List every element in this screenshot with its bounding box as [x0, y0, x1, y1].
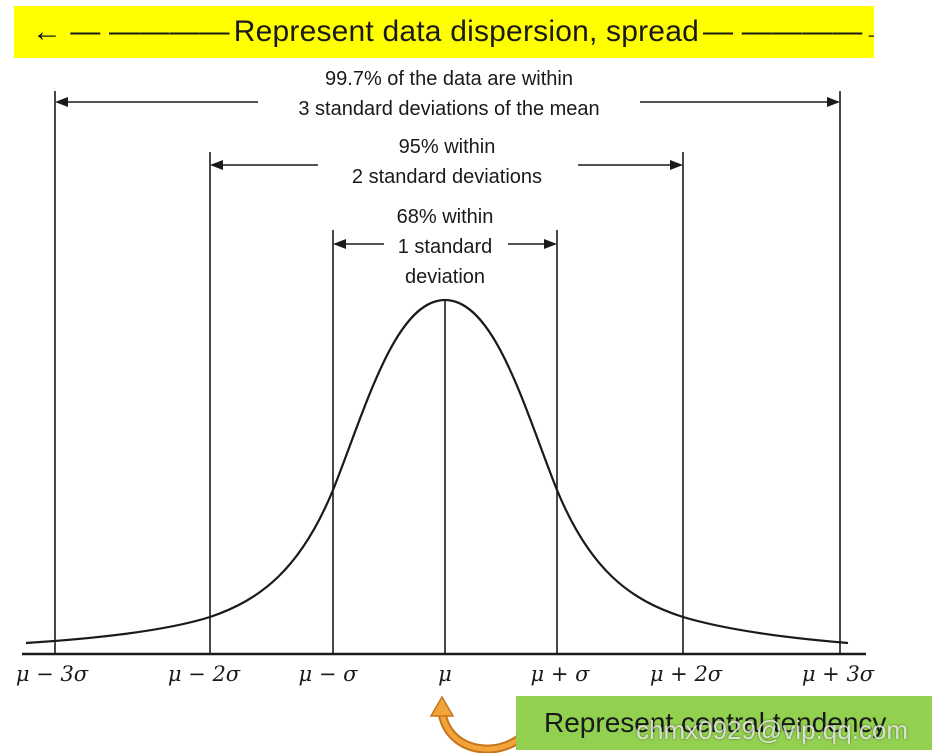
- central-tendency-banner: Represent central tendency: [516, 696, 932, 750]
- axis-label-minus-2sd: μ − 2σ: [167, 662, 241, 686]
- range-2sd-line1: 95% within: [398, 136, 496, 158]
- central-tendency-text: Represent central tendency: [544, 707, 887, 738]
- axis-label-minus-1sd: μ − σ: [298, 662, 358, 686]
- watermark: chmx0929@vip.qq.com: [636, 715, 909, 745]
- arrow-2sd: [210, 160, 683, 170]
- bell-curve: [25, 298, 849, 645]
- range-3sd-line1: 99.7% of the data are within: [325, 68, 573, 90]
- arrow-3sd: [55, 97, 840, 107]
- central-tendency-arrow-icon: [429, 695, 533, 753]
- dispersion-banner: ← — ———— Represent data dispersion, spre…: [14, 6, 874, 58]
- axis-label-plus-2sd: μ + 2σ: [649, 662, 723, 686]
- arrow-left-icon: ←: [32, 15, 63, 48]
- range-1sd-line3: deviation: [404, 266, 486, 288]
- arrow-right-icon: →: [863, 15, 874, 49]
- range-3sd-line2: 3 standard deviations of the mean: [298, 98, 600, 120]
- range-3sd-label: 99.7% of the data are within 3 standard …: [262, 64, 636, 124]
- axis-label-minus-3sd: μ − 3σ: [15, 662, 89, 686]
- range-2sd-label: 95% within 2 standard deviations: [322, 132, 572, 192]
- axis-label-plus-3sd: μ + 3σ: [801, 662, 875, 686]
- axis-label-plus-1sd: μ + σ: [530, 662, 590, 686]
- arrow-1sd: [333, 239, 557, 249]
- range-1sd-line2: 1 standard: [397, 236, 493, 258]
- range-1sd-label: 68% within 1 standard deviation: [378, 202, 512, 292]
- range-1sd-line1: 68% within: [396, 206, 494, 228]
- dispersion-banner-text: Represent data dispersion, spread: [233, 15, 699, 48]
- range-2sd-line2: 2 standard deviations: [351, 166, 543, 188]
- dashes-right: — ————: [702, 15, 863, 48]
- dashes-left: — ————: [70, 15, 230, 48]
- axis-label-mean: μ: [438, 662, 452, 686]
